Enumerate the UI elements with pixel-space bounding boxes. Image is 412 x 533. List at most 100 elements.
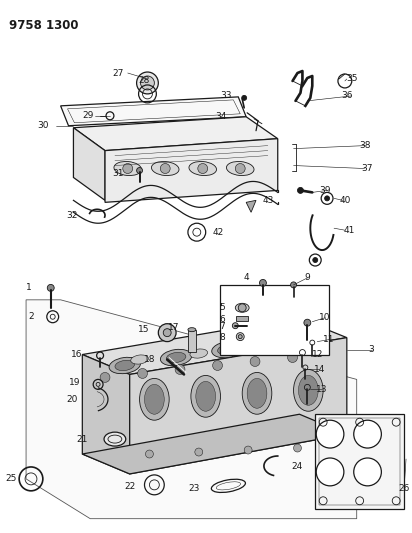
Text: 9758 1300: 9758 1300	[9, 19, 79, 33]
Text: 40: 40	[339, 196, 351, 205]
Text: 6: 6	[220, 315, 225, 324]
Text: 21: 21	[77, 434, 88, 443]
Circle shape	[290, 282, 297, 288]
Text: 16: 16	[70, 350, 82, 359]
Text: 32: 32	[67, 211, 78, 220]
Polygon shape	[82, 354, 130, 474]
Ellipse shape	[104, 432, 126, 446]
Circle shape	[304, 319, 311, 326]
Text: 31: 31	[112, 169, 124, 178]
Circle shape	[250, 357, 260, 367]
Ellipse shape	[227, 161, 254, 175]
Polygon shape	[73, 128, 105, 200]
Circle shape	[293, 444, 302, 452]
Text: 14: 14	[314, 365, 325, 374]
Circle shape	[145, 450, 153, 458]
Ellipse shape	[196, 382, 215, 411]
Bar	[220, 285, 329, 354]
Ellipse shape	[152, 161, 179, 175]
Text: 33: 33	[221, 91, 232, 100]
Circle shape	[123, 164, 133, 173]
Text: 8: 8	[220, 333, 225, 342]
Text: 30: 30	[37, 121, 49, 130]
Bar	[188, 330, 196, 352]
Text: 43: 43	[262, 196, 274, 205]
Text: 23: 23	[188, 484, 199, 494]
Ellipse shape	[269, 336, 288, 347]
Circle shape	[354, 420, 382, 448]
Circle shape	[138, 368, 147, 378]
Ellipse shape	[115, 360, 135, 370]
Text: 5: 5	[220, 303, 225, 312]
Circle shape	[232, 322, 238, 329]
Ellipse shape	[160, 349, 192, 366]
Polygon shape	[130, 337, 347, 474]
Ellipse shape	[191, 375, 220, 417]
Text: 42: 42	[213, 228, 224, 237]
Ellipse shape	[247, 378, 267, 408]
Ellipse shape	[131, 355, 148, 364]
Text: 29: 29	[82, 111, 94, 120]
Text: 7: 7	[220, 322, 225, 331]
Ellipse shape	[166, 352, 186, 362]
Text: 4: 4	[243, 273, 249, 282]
Text: 2: 2	[28, 312, 34, 321]
Text: 28: 28	[139, 76, 150, 85]
Ellipse shape	[242, 373, 272, 414]
Circle shape	[316, 458, 344, 486]
Circle shape	[236, 333, 244, 341]
Circle shape	[238, 335, 242, 338]
Text: 17: 17	[169, 323, 180, 332]
Circle shape	[354, 458, 382, 486]
Ellipse shape	[140, 378, 169, 420]
Circle shape	[158, 324, 176, 342]
Circle shape	[100, 373, 110, 382]
Polygon shape	[105, 139, 278, 203]
Text: 9: 9	[304, 273, 310, 282]
Text: 1: 1	[26, 284, 32, 293]
Text: 26: 26	[398, 484, 410, 494]
Ellipse shape	[145, 384, 164, 414]
Text: 12: 12	[311, 350, 323, 359]
Circle shape	[238, 304, 246, 312]
Ellipse shape	[298, 375, 318, 405]
Circle shape	[313, 257, 318, 263]
Circle shape	[160, 164, 170, 173]
Polygon shape	[82, 414, 347, 474]
Ellipse shape	[189, 161, 217, 175]
Ellipse shape	[109, 357, 140, 374]
Polygon shape	[73, 117, 278, 151]
Bar	[315, 414, 404, 508]
Circle shape	[213, 360, 222, 370]
Circle shape	[175, 365, 185, 375]
Text: 27: 27	[112, 69, 124, 77]
Circle shape	[297, 188, 303, 193]
Circle shape	[47, 285, 54, 292]
Ellipse shape	[249, 343, 267, 352]
Polygon shape	[246, 200, 256, 212]
Bar	[236, 316, 248, 321]
Text: 15: 15	[138, 325, 149, 334]
Polygon shape	[82, 318, 347, 375]
Text: 3: 3	[369, 345, 375, 354]
Ellipse shape	[263, 334, 295, 350]
Circle shape	[195, 448, 203, 456]
Circle shape	[140, 76, 154, 90]
Polygon shape	[26, 300, 357, 519]
Circle shape	[235, 164, 245, 173]
Ellipse shape	[218, 344, 237, 354]
Text: 36: 36	[341, 91, 353, 100]
Text: 20: 20	[67, 395, 78, 404]
Ellipse shape	[188, 328, 196, 332]
Text: 10: 10	[319, 313, 331, 322]
Text: 24: 24	[292, 463, 303, 472]
Polygon shape	[61, 97, 246, 126]
Circle shape	[137, 167, 143, 173]
Ellipse shape	[212, 341, 243, 358]
Text: 18: 18	[144, 355, 155, 364]
Text: 19: 19	[69, 378, 80, 387]
Text: 11: 11	[323, 335, 335, 344]
Circle shape	[260, 279, 267, 286]
Text: 25: 25	[6, 474, 17, 483]
Text: 34: 34	[215, 112, 226, 122]
